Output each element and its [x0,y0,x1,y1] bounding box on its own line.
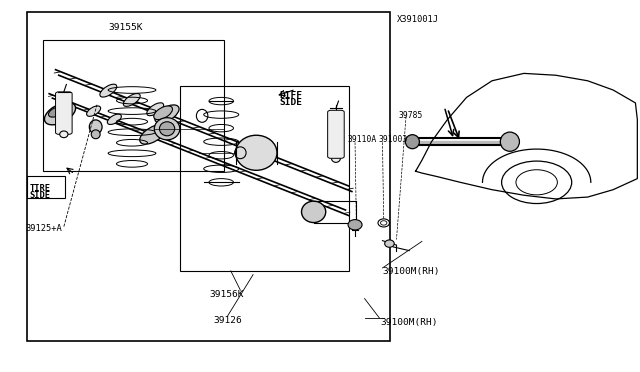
Bar [43,40,225,171]
Text: TIRE: TIRE [29,184,51,193]
Ellipse shape [92,130,100,139]
Bar [27,176,65,198]
Text: 39125+A: 39125+A [26,224,62,233]
Ellipse shape [500,132,520,151]
Ellipse shape [147,103,164,116]
Ellipse shape [301,201,326,222]
Text: 39100M(RH): 39100M(RH) [383,267,440,276]
Ellipse shape [155,105,179,123]
Text: 39126: 39126 [213,316,242,325]
Ellipse shape [236,135,277,170]
Ellipse shape [49,107,63,117]
Text: 39785: 39785 [399,111,424,121]
Text: DIFF: DIFF [279,91,302,100]
Text: 39155K: 39155K [108,23,143,32]
Text: 39100M(RH): 39100M(RH) [381,318,438,327]
Ellipse shape [385,240,394,247]
Ellipse shape [154,106,172,120]
Text: 391003: 391003 [379,135,408,144]
Ellipse shape [100,84,116,97]
Text: SIDE: SIDE [29,191,51,200]
Ellipse shape [86,106,100,116]
Ellipse shape [90,120,102,134]
Ellipse shape [154,118,180,140]
Ellipse shape [124,93,140,106]
FancyBboxPatch shape [328,110,344,158]
Ellipse shape [159,122,175,136]
Ellipse shape [332,154,340,162]
Text: SIDE: SIDE [279,99,302,108]
Ellipse shape [44,102,76,125]
Ellipse shape [405,135,419,149]
Ellipse shape [60,131,68,138]
Ellipse shape [108,114,122,125]
Ellipse shape [140,125,166,144]
Bar [180,86,349,271]
Text: X391001J: X391001J [396,15,438,23]
Ellipse shape [348,219,362,230]
Text: 39156K: 39156K [209,291,244,299]
Bar [27,13,390,341]
FancyBboxPatch shape [56,92,72,134]
Text: 39110A: 39110A [348,135,377,144]
